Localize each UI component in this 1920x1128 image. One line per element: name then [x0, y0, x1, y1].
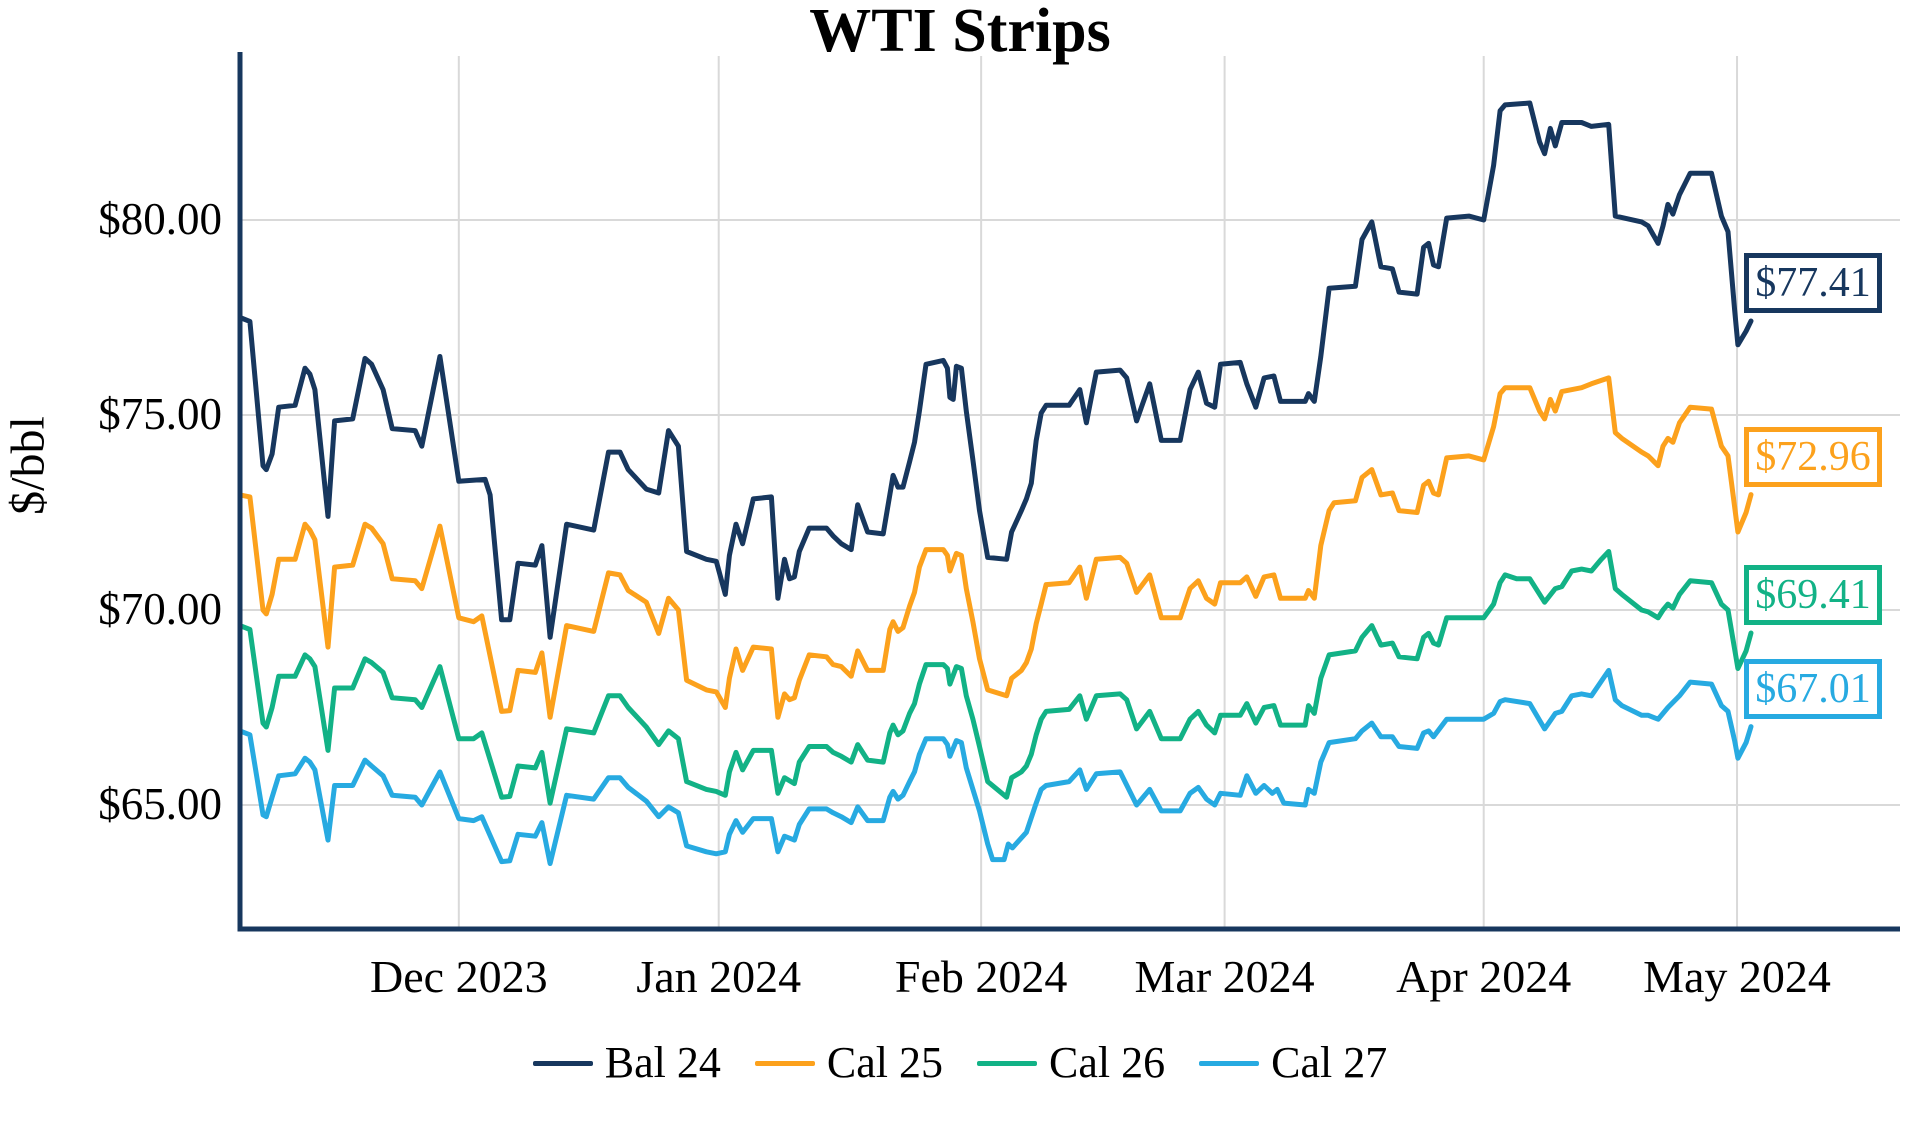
y-tick-label: $75.00	[98, 389, 222, 439]
legend-line-swatch	[1199, 1060, 1260, 1066]
y-tick-label: $70.00	[98, 584, 222, 634]
x-tick-label: Feb 2024	[894, 951, 1068, 1002]
series-line-cal-26	[237, 549, 1754, 806]
x-tick-label: Jan 2024	[636, 951, 802, 1002]
legend-label: Cal 26	[1049, 1038, 1166, 1087]
legend-line-swatch	[532, 1060, 593, 1066]
legend: Bal 24 Cal 25 Cal 26 Cal 27	[0, 1032, 1920, 1094]
x-tick-label: Dec 2023	[370, 951, 548, 1002]
chart-title: WTI Strips	[809, 0, 1111, 65]
end-value-label-bal-24: $77.41	[1744, 253, 1882, 313]
legend-line-swatch	[754, 1060, 815, 1066]
series-line-cal-25	[237, 375, 1754, 720]
x-tick-label: Apr 2024	[1396, 951, 1572, 1002]
legend-label: Cal 25	[826, 1038, 943, 1087]
legend-label: Cal 27	[1271, 1038, 1388, 1087]
legend-item-bal-24: Bal 24	[532, 1038, 721, 1087]
series-line-cal-27	[237, 667, 1754, 866]
legend-item-cal-26: Cal 26	[977, 1039, 1165, 1087]
legend-item-cal-27: Cal 27	[1199, 1039, 1387, 1087]
end-value-label-cal-27: $67.01	[1744, 658, 1882, 719]
end-value-label-cal-25: $72.96	[1744, 426, 1882, 487]
y-tick-label: $80.00	[98, 194, 222, 244]
y-tick-label: $65.00	[98, 779, 222, 829]
series-line-bal-24	[237, 100, 1754, 640]
end-value-label-cal-26: $69.41	[1744, 565, 1882, 625]
x-tick-label: Mar 2024	[1134, 951, 1315, 1002]
legend-label: Bal 24	[604, 1038, 721, 1087]
legend-item-cal-25: Cal 25	[754, 1038, 943, 1087]
x-tick-label: May 2024	[1643, 951, 1831, 1002]
legend-line-swatch	[977, 1060, 1037, 1066]
